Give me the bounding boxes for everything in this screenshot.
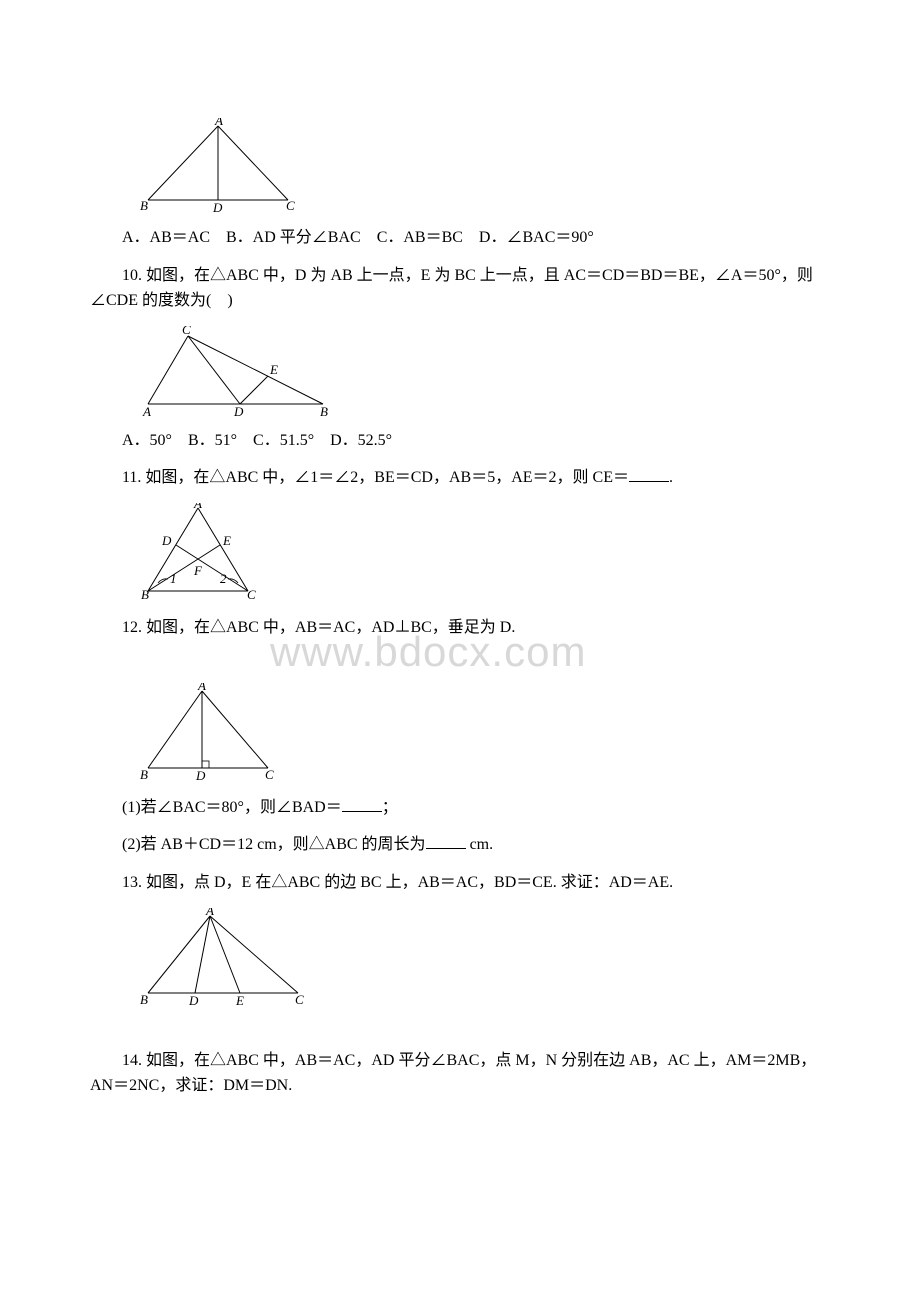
q12-sub2-b: cm. <box>466 836 494 853</box>
q11-text-after: . <box>669 469 673 486</box>
label-D: D <box>195 768 206 783</box>
label-B: B <box>320 404 328 416</box>
q14-text: 14. 如图，在△ABC 中，AB＝AC，AD 平分∠BAC，点 M，N 分别在… <box>90 1048 830 1099</box>
q12-sub2-a: (2)若 AB＋CD＝12 cm，则△ABC 的周长为 <box>122 836 426 853</box>
q11-text-before: 11. 如图，在△ABC 中，∠1＝∠2，BE＝CD，AB＝5，AE＝2，则 C… <box>122 469 629 486</box>
label-E: E <box>235 993 244 1008</box>
label-E: E <box>269 362 278 377</box>
label-A: A <box>205 908 214 918</box>
q12-sub1: (1)若∠BAC＝80°，则∠BAD＝ ； <box>90 795 830 821</box>
q13-text: 13. 如图，点 D，E 在△ABC 的边 BC 上，AB＝AC，BD＝CE. … <box>90 870 830 896</box>
q10-diagram: A B C D E <box>140 326 830 416</box>
label-B: B <box>140 767 148 782</box>
q9-diagram: A B C D <box>140 118 830 213</box>
q10-options: A．50° B．51° C．51.5° D．52.5° <box>90 428 830 454</box>
label-C: C <box>286 198 295 213</box>
label-A: A <box>142 404 151 416</box>
q10-text: 10. 如图，在△ABC 中，D 为 AB 上一点，E 为 BC 上一点，且 A… <box>90 263 830 314</box>
label-B: B <box>141 587 149 602</box>
label-E: E <box>222 533 231 548</box>
label-A: A <box>197 683 206 693</box>
q12-sub1-b: ； <box>382 799 398 816</box>
label-C: C <box>265 767 274 782</box>
q13-diagram: A B C D E <box>140 908 830 1008</box>
q12-text: 12. 如图，在△ABC 中，AB＝AC，AD⊥BC，垂足为 D. <box>90 615 830 641</box>
q12-sub2: (2)若 AB＋CD＝12 cm，则△ABC 的周长为 cm. <box>90 832 830 858</box>
label-D: D <box>161 533 172 548</box>
label-B: B <box>140 198 148 213</box>
label-2: 2 <box>220 571 227 586</box>
q12-sub2-blank <box>426 833 466 849</box>
label-F: F <box>193 563 203 578</box>
label-A: A <box>193 503 202 511</box>
q11-text: 11. 如图，在△ABC 中，∠1＝∠2，BE＝CD，AB＝5，AE＝2，则 C… <box>90 465 830 491</box>
q12-diagram: A B C D <box>140 683 830 783</box>
q11-diagram: A B C D E F 1 2 <box>140 503 830 603</box>
label-1: 1 <box>170 571 177 586</box>
q12-sub1-a: (1)若∠BAC＝80°，则∠BAD＝ <box>122 799 342 816</box>
q11-blank <box>629 466 669 482</box>
label-D: D <box>233 404 244 416</box>
label-D: D <box>188 993 199 1008</box>
label-C: C <box>295 992 304 1007</box>
label-C: C <box>182 326 191 337</box>
q9-options: A．AB＝AC B．AD 平分∠BAC C．AB＝BC D．∠BAC＝90° <box>90 225 830 251</box>
label-D: D <box>212 200 223 213</box>
label-B: B <box>140 992 148 1007</box>
label-A: A <box>214 118 223 128</box>
label-C: C <box>247 587 256 602</box>
q12-sub1-blank <box>342 796 382 812</box>
